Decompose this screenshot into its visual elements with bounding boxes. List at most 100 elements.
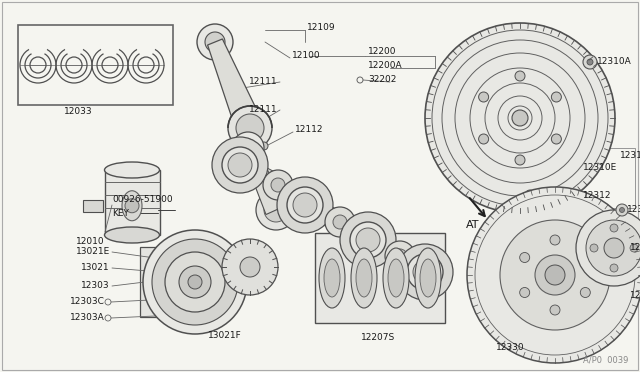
Circle shape (550, 305, 560, 315)
Circle shape (610, 264, 618, 272)
Circle shape (152, 239, 238, 325)
Circle shape (413, 260, 437, 284)
Polygon shape (364, 231, 404, 265)
Circle shape (165, 252, 225, 312)
Polygon shape (301, 196, 344, 231)
Circle shape (240, 257, 260, 277)
Circle shape (228, 153, 252, 177)
Text: 12310: 12310 (620, 151, 640, 160)
Circle shape (550, 235, 560, 245)
Circle shape (397, 244, 453, 300)
Circle shape (500, 220, 610, 330)
Circle shape (287, 187, 323, 223)
Circle shape (520, 288, 530, 298)
Ellipse shape (319, 248, 345, 308)
Circle shape (264, 198, 288, 222)
Text: A/P0  0039: A/P0 0039 (582, 356, 628, 365)
Circle shape (222, 147, 258, 183)
Circle shape (125, 199, 139, 213)
Circle shape (586, 220, 640, 276)
Circle shape (520, 253, 530, 263)
Bar (83, 200, 102, 212)
Polygon shape (335, 214, 373, 248)
Circle shape (293, 193, 317, 217)
Text: 12033: 12033 (64, 108, 92, 116)
Circle shape (425, 23, 615, 213)
Ellipse shape (420, 259, 436, 297)
Ellipse shape (104, 162, 159, 178)
Text: 12207S: 12207S (361, 334, 395, 343)
Bar (18, 25, 173, 105)
Circle shape (228, 106, 272, 150)
Text: 12100: 12100 (292, 51, 321, 61)
Circle shape (256, 190, 296, 230)
Circle shape (479, 134, 488, 144)
Circle shape (590, 244, 598, 252)
Circle shape (277, 177, 333, 233)
Ellipse shape (356, 259, 372, 297)
Circle shape (515, 71, 525, 81)
Circle shape (525, 190, 535, 200)
Text: AT: AT (466, 220, 479, 230)
Circle shape (467, 187, 640, 363)
Polygon shape (395, 248, 430, 280)
Text: 12303C: 12303C (70, 298, 105, 307)
Circle shape (356, 228, 380, 252)
Text: 13021E: 13021E (76, 247, 110, 257)
Circle shape (239, 139, 257, 157)
Circle shape (515, 155, 525, 165)
Circle shape (385, 241, 415, 271)
Circle shape (604, 238, 624, 258)
Text: 13021F: 13021F (208, 330, 242, 340)
Circle shape (260, 142, 268, 150)
Text: 12310A: 12310A (597, 58, 632, 67)
Ellipse shape (104, 227, 159, 243)
Ellipse shape (351, 248, 377, 308)
Circle shape (479, 92, 488, 102)
Circle shape (340, 212, 396, 268)
Bar (140, 247, 180, 317)
Text: 00926-51900: 00926-51900 (112, 196, 173, 205)
Circle shape (197, 24, 233, 60)
Circle shape (393, 249, 407, 263)
Text: 12312: 12312 (583, 190, 611, 199)
Ellipse shape (383, 248, 409, 308)
Ellipse shape (122, 191, 142, 221)
Circle shape (143, 230, 247, 334)
Circle shape (630, 244, 638, 252)
Circle shape (587, 59, 593, 65)
Text: 12331: 12331 (630, 291, 640, 299)
Circle shape (325, 207, 355, 237)
Circle shape (333, 215, 347, 229)
Circle shape (552, 134, 561, 144)
Text: 12330: 12330 (496, 343, 524, 353)
Bar (104, 170, 159, 235)
Bar (240, 263, 256, 271)
Circle shape (583, 55, 597, 69)
Circle shape (232, 132, 264, 164)
Circle shape (407, 254, 443, 290)
Bar (315, 233, 445, 323)
Text: 12112: 12112 (295, 125, 323, 135)
Circle shape (616, 204, 628, 216)
Circle shape (236, 114, 264, 142)
Polygon shape (272, 177, 311, 213)
Text: 12111: 12111 (250, 106, 278, 115)
Text: KEY: KEY (112, 208, 129, 218)
Bar (580, 148, 635, 208)
Polygon shape (236, 156, 283, 194)
Circle shape (188, 275, 202, 289)
Text: 12200A: 12200A (368, 61, 403, 70)
Circle shape (552, 92, 561, 102)
Circle shape (620, 208, 625, 212)
Text: 12111: 12111 (250, 77, 278, 87)
Polygon shape (242, 145, 286, 215)
Text: 12010: 12010 (76, 237, 104, 247)
Text: 12310A: 12310A (627, 205, 640, 215)
Text: 12303: 12303 (81, 282, 110, 291)
Circle shape (205, 32, 225, 52)
Circle shape (580, 253, 590, 263)
Circle shape (610, 224, 618, 232)
Circle shape (263, 170, 293, 200)
Text: 12310E: 12310E (583, 164, 617, 173)
